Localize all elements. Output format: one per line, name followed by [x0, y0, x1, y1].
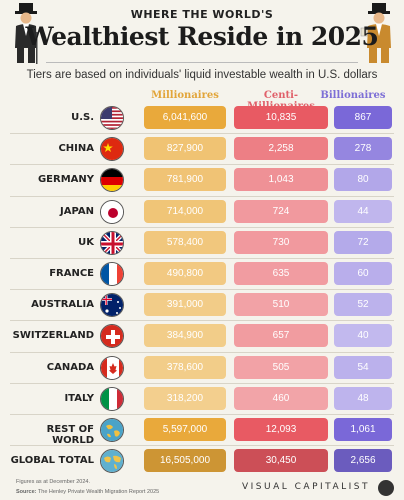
row-label: REST OF WORLD — [46, 424, 94, 446]
value-cell-millionaires: 578,400 — [144, 230, 226, 254]
row-separator — [10, 320, 394, 322]
brand-logo-icon — [378, 480, 394, 496]
france-flag-icon — [100, 262, 124, 286]
value-cell-centi: 730 — [234, 230, 328, 254]
right-tycoon-illustration — [360, 3, 391, 63]
row-separator — [10, 289, 394, 291]
row-separator — [10, 195, 394, 197]
brand-name: VISUAL CAPITALIST — [242, 482, 370, 492]
value-cell-millionaires: 16,505,000 — [144, 449, 226, 473]
value-cell-billionaires: 278 — [334, 137, 392, 161]
value-cell-centi: 12,093 — [234, 418, 328, 441]
value-cell-billionaires: 60 — [334, 262, 392, 285]
value-cell-billionaires: 54 — [334, 355, 392, 379]
row-label: UK — [78, 236, 94, 248]
switzerland-flag-icon — [100, 324, 124, 349]
value-cell-billionaires: 2,656 — [334, 449, 392, 473]
row-separator — [10, 382, 394, 384]
value-cell-millionaires: 5,597,000 — [144, 418, 226, 441]
value-cell-centi: 10,835 — [234, 106, 328, 129]
row-label: CHINA — [58, 143, 94, 155]
row-separator — [10, 226, 394, 228]
value-cell-billionaires: 1,061 — [334, 418, 392, 441]
value-cell-billionaires: 48 — [334, 386, 392, 410]
value-cell-billionaires: 40 — [334, 324, 392, 348]
us-flag-icon — [100, 106, 124, 130]
canada-flag-icon — [100, 355, 124, 380]
value-cell-centi: 657 — [234, 324, 328, 348]
japan-flag-icon — [100, 199, 124, 224]
value-cell-centi: 1,043 — [234, 168, 328, 192]
value-cell-centi: 635 — [234, 262, 328, 285]
row-separator — [10, 445, 394, 447]
value-cell-millionaires: 490,800 — [144, 262, 226, 285]
row-label: JAPAN — [60, 205, 94, 217]
row-label: GERMANY — [37, 174, 94, 186]
value-cell-millionaires: 391,000 — [144, 293, 226, 317]
value-cell-millionaires: 318,200 — [144, 386, 226, 410]
source-line: Source: The Henley Private Wealth Migrat… — [16, 489, 159, 495]
germany-flag-icon — [100, 168, 124, 193]
value-cell-centi: 724 — [234, 199, 328, 223]
italy-flag-icon — [100, 386, 124, 411]
australia-flag-icon — [100, 293, 124, 318]
row-label: GLOBAL TOTAL — [10, 455, 94, 467]
page-title: Wealthiest Reside in 2025 — [25, 22, 379, 51]
value-cell-centi: 2,258 — [234, 137, 328, 161]
value-cell-billionaires: 80 — [334, 168, 392, 192]
column-header-billionaires: Billionaires — [320, 90, 386, 101]
row-label: U.S. — [71, 112, 94, 123]
value-cell-millionaires: 714,000 — [144, 199, 226, 223]
value-cell-billionaires: 867 — [334, 106, 392, 129]
row-separator — [10, 351, 394, 353]
row-separator — [10, 258, 394, 259]
column-header-millionaires: Millionaires — [151, 90, 219, 101]
value-cell-millionaires: 781,900 — [144, 168, 226, 192]
china-flag-icon — [100, 137, 124, 162]
value-cell-centi: 505 — [234, 355, 328, 379]
row-separator — [10, 164, 394, 166]
source-text: The Henley Private Wealth Migration Repo… — [37, 489, 160, 495]
tagline: Tiers are based on individuals' liquid i… — [26, 69, 378, 81]
world-map-icon — [100, 449, 124, 474]
row-separator — [10, 133, 394, 135]
page-subtitle: WHERE THE WORLD'S — [130, 8, 274, 21]
value-cell-centi: 30,450 — [234, 449, 328, 473]
value-cell-billionaires: 72 — [334, 230, 392, 254]
value-cell-billionaires: 44 — [334, 199, 392, 223]
source-label: Source: — [16, 489, 37, 495]
value-cell-millionaires: 384,900 — [144, 324, 226, 348]
row-separator — [10, 414, 394, 415]
value-cell-millionaires: 6,041,600 — [144, 106, 226, 129]
row-label: ITALY — [64, 392, 94, 404]
value-cell-billionaires: 52 — [334, 293, 392, 317]
globe-icon — [100, 418, 124, 442]
value-cell-centi: 510 — [234, 293, 328, 317]
divider — [46, 62, 358, 63]
row-label: CANADA — [46, 361, 94, 373]
left-tycoon-illustration — [15, 3, 38, 64]
footnote: Figures as at December 2024. — [16, 479, 90, 485]
row-label: FRANCE — [49, 268, 94, 279]
row-label: SWITZERLAND — [12, 330, 94, 342]
value-cell-centi: 460 — [234, 386, 328, 410]
row-label: AUSTRALIA — [31, 299, 94, 311]
value-cell-millionaires: 827,900 — [144, 137, 226, 161]
value-cell-millionaires: 378,600 — [144, 355, 226, 379]
uk-flag-icon — [100, 230, 124, 255]
